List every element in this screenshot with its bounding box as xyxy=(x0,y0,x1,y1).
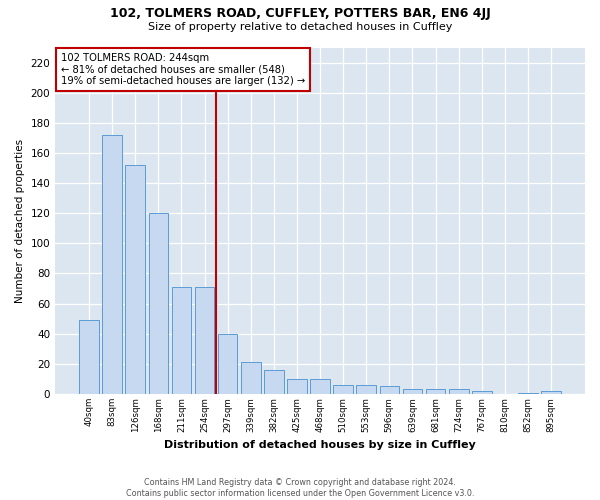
X-axis label: Distribution of detached houses by size in Cuffley: Distribution of detached houses by size … xyxy=(164,440,476,450)
Bar xyxy=(334,385,353,394)
Text: Contains HM Land Registry data © Crown copyright and database right 2024.
Contai: Contains HM Land Registry data © Crown c… xyxy=(126,478,474,498)
Bar xyxy=(310,379,330,394)
Bar xyxy=(380,386,399,394)
Bar xyxy=(79,320,99,394)
Bar xyxy=(218,334,238,394)
Text: Size of property relative to detached houses in Cuffley: Size of property relative to detached ho… xyxy=(148,22,452,32)
Bar xyxy=(264,370,284,394)
Y-axis label: Number of detached properties: Number of detached properties xyxy=(15,138,25,303)
Text: 102, TOLMERS ROAD, CUFFLEY, POTTERS BAR, EN6 4JJ: 102, TOLMERS ROAD, CUFFLEY, POTTERS BAR,… xyxy=(110,8,490,20)
Bar xyxy=(541,391,561,394)
Bar xyxy=(518,392,538,394)
Bar xyxy=(472,391,491,394)
Bar xyxy=(172,287,191,394)
Bar xyxy=(125,165,145,394)
Bar xyxy=(195,287,214,394)
Bar xyxy=(356,385,376,394)
Bar xyxy=(149,213,168,394)
Bar xyxy=(403,390,422,394)
Bar xyxy=(241,362,260,394)
Text: 102 TOLMERS ROAD: 244sqm
← 81% of detached houses are smaller (548)
19% of semi-: 102 TOLMERS ROAD: 244sqm ← 81% of detach… xyxy=(61,53,305,86)
Bar xyxy=(287,379,307,394)
Bar xyxy=(103,135,122,394)
Bar xyxy=(449,390,469,394)
Bar xyxy=(426,390,445,394)
